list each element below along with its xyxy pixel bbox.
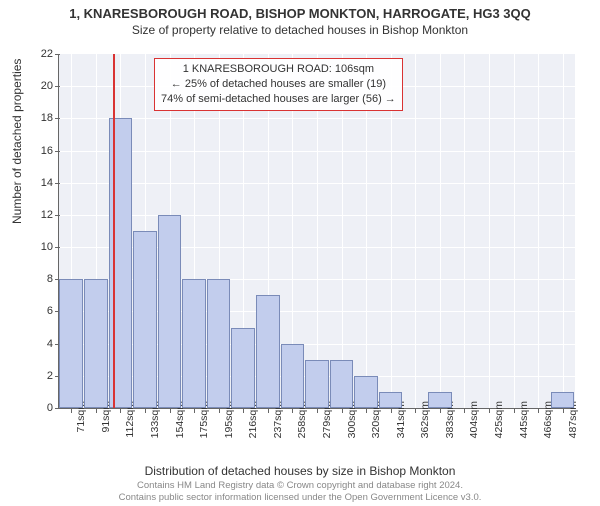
- bar: [281, 344, 305, 408]
- bar: [305, 360, 329, 408]
- x-tick: 383sqm: [444, 401, 456, 451]
- x-tick: 195sqm: [223, 401, 235, 451]
- plot-area: 024681012141618202271sqm91sqm112sqm133sq…: [58, 54, 575, 409]
- y-tick: 0: [23, 402, 53, 414]
- footer-line2: Contains public sector information licen…: [0, 492, 600, 504]
- bar: [379, 392, 403, 408]
- x-tick: 320sqm: [370, 401, 382, 451]
- annotation-line: 1 KNARESBOROUGH ROAD: 106sqm: [161, 62, 396, 77]
- marker-line: [113, 54, 115, 408]
- y-tick: 6: [23, 305, 53, 317]
- bar: [354, 376, 378, 408]
- x-tick: 91sqm: [100, 401, 112, 451]
- footer: Contains HM Land Registry data © Crown c…: [0, 480, 600, 504]
- page-title: 1, KNARESBOROUGH ROAD, BISHOP MONKTON, H…: [0, 6, 600, 21]
- x-tick-mark: [292, 408, 293, 413]
- bar: [84, 279, 108, 408]
- bar: [158, 215, 182, 408]
- annotation-line: ← 25% of detached houses are smaller (19…: [161, 77, 396, 92]
- x-tick-mark: [440, 408, 441, 413]
- x-tick-mark: [219, 408, 220, 413]
- x-tick: 133sqm: [149, 401, 161, 451]
- bar: [133, 231, 157, 408]
- x-tick: 487sqm: [567, 401, 579, 451]
- x-tick: 71sqm: [75, 401, 87, 451]
- y-tick: 22: [23, 48, 53, 60]
- y-tick: 4: [23, 338, 53, 350]
- x-tick: 425sqm: [493, 401, 505, 451]
- bar: [330, 360, 354, 408]
- y-tick: 2: [23, 370, 53, 382]
- x-axis-label: Distribution of detached houses by size …: [0, 464, 600, 478]
- x-tick: 445sqm: [518, 401, 530, 451]
- x-tick-mark: [120, 408, 121, 413]
- y-tick: 20: [23, 80, 53, 92]
- gridline-v: [489, 54, 490, 408]
- gridline-v: [538, 54, 539, 408]
- x-tick-mark: [464, 408, 465, 413]
- y-tick: 18: [23, 112, 53, 124]
- x-tick-mark: [243, 408, 244, 413]
- x-tick-mark: [194, 408, 195, 413]
- x-tick: 279sqm: [321, 401, 333, 451]
- x-tick: 466sqm: [542, 401, 554, 451]
- x-tick: 216sqm: [247, 401, 259, 451]
- gridline-v: [464, 54, 465, 408]
- x-tick: 112sqm: [124, 401, 136, 451]
- y-tick: 8: [23, 273, 53, 285]
- x-tick: 362sqm: [419, 401, 431, 451]
- x-tick-mark: [268, 408, 269, 413]
- x-tick: 237sqm: [272, 401, 284, 451]
- x-tick-mark: [145, 408, 146, 413]
- x-tick: 154sqm: [174, 401, 186, 451]
- x-tick: 258sqm: [296, 401, 308, 451]
- bar: [551, 392, 575, 408]
- x-tick-mark: [538, 408, 539, 413]
- y-tick: 14: [23, 177, 53, 189]
- x-tick-mark: [170, 408, 171, 413]
- bar: [182, 279, 206, 408]
- bar: [207, 279, 231, 408]
- page-subtitle: Size of property relative to detached ho…: [0, 23, 600, 37]
- x-tick: 300sqm: [346, 401, 358, 451]
- bar: [231, 328, 255, 408]
- x-tick-mark: [415, 408, 416, 413]
- bar: [428, 392, 452, 408]
- annotation-line: 74% of semi-detached houses are larger (…: [161, 92, 396, 107]
- x-tick-mark: [391, 408, 392, 413]
- gridline-v: [415, 54, 416, 408]
- x-tick: 175sqm: [198, 401, 210, 451]
- x-tick: 341sqm: [395, 401, 407, 451]
- x-tick-mark: [96, 408, 97, 413]
- chart-container: 024681012141618202271sqm91sqm112sqm133sq…: [58, 54, 574, 408]
- bar: [256, 295, 280, 408]
- annotation-box: 1 KNARESBOROUGH ROAD: 106sqm← 25% of det…: [154, 58, 403, 111]
- y-tick: 16: [23, 145, 53, 157]
- footer-line1: Contains HM Land Registry data © Crown c…: [0, 480, 600, 492]
- x-tick-mark: [342, 408, 343, 413]
- gridline-v: [440, 54, 441, 408]
- x-tick-mark: [71, 408, 72, 413]
- bar: [59, 279, 83, 408]
- x-tick-mark: [317, 408, 318, 413]
- y-axis-label: Number of detached properties: [10, 59, 24, 224]
- gridline-v: [514, 54, 515, 408]
- x-tick-mark: [563, 408, 564, 413]
- x-tick-mark: [489, 408, 490, 413]
- y-tick: 10: [23, 241, 53, 253]
- gridline-v: [563, 54, 564, 408]
- x-tick: 404sqm: [468, 401, 480, 451]
- x-tick-mark: [514, 408, 515, 413]
- y-tick: 12: [23, 209, 53, 221]
- x-tick-mark: [366, 408, 367, 413]
